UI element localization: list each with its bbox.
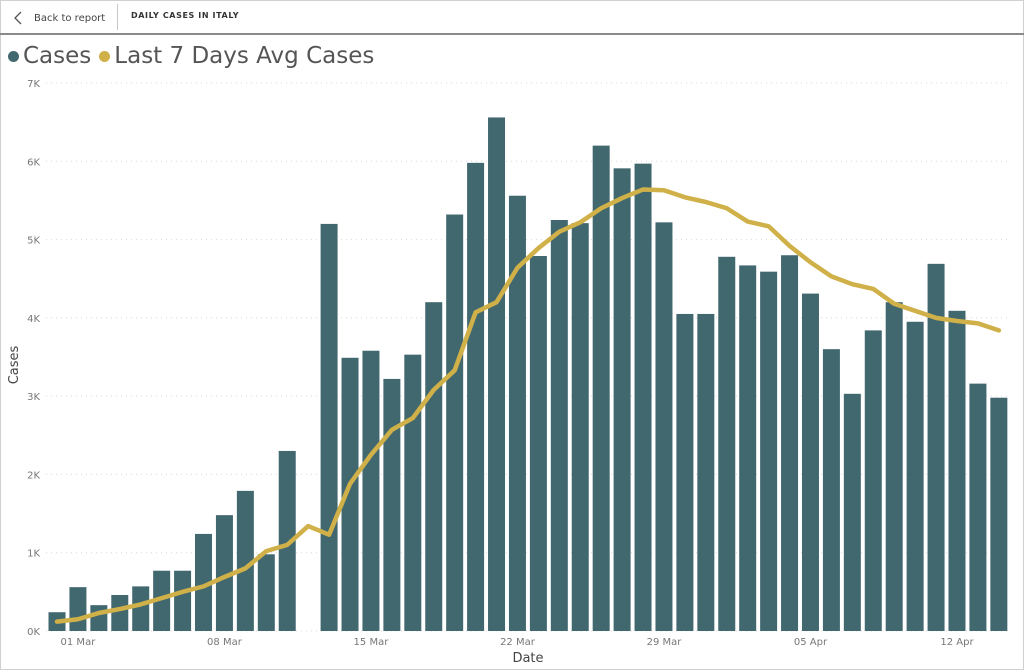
bar-2020-04-01	[718, 256, 736, 631]
x-tick-label: 15 Mar	[354, 637, 390, 648]
y-tick-label: 4K	[27, 314, 40, 325]
bar-2020-03-25	[571, 223, 589, 632]
bar-2020-03-27	[613, 168, 631, 631]
bar-2020-03-20	[467, 162, 485, 631]
x-tick-label: 08 Mar	[207, 637, 243, 648]
bar-2020-03-17	[404, 354, 422, 631]
x-tick-label: 05 Apr	[794, 637, 828, 648]
y-tick-label: 6K	[27, 157, 40, 168]
legend-label-cases: Cases	[23, 43, 92, 69]
bar-2020-03-24	[550, 220, 568, 631]
legend-dot-avg	[99, 50, 111, 62]
bar-2020-04-03	[760, 271, 778, 631]
x-tick-label: 01 Mar	[61, 637, 97, 648]
bar-2020-03-21	[488, 117, 506, 631]
bar-2020-03-28	[634, 163, 652, 632]
x-tick-label: 29 Mar	[647, 637, 683, 648]
legend-dot-cases	[8, 50, 19, 62]
bar-2020-03-15	[362, 350, 380, 631]
bar-2020-03-01	[69, 587, 87, 631]
bar-2020-04-09	[885, 302, 903, 631]
bar-2020-03-22	[508, 195, 526, 631]
bar-2020-04-10	[906, 321, 924, 631]
y-tick-label: 5K	[27, 236, 40, 247]
bar-2020-04-05	[801, 293, 819, 631]
y-tick-label: 7K	[27, 79, 40, 90]
bar-2020-04-08	[864, 330, 882, 631]
bar-2020-04-02	[739, 265, 757, 631]
x-tick-label: 12 Apr	[940, 637, 974, 648]
bar-2020-03-23	[529, 256, 547, 631]
y-tick-label: 3K	[27, 392, 40, 403]
bar-2020-03-16	[383, 378, 401, 631]
back-to-report-button[interactable]: Back to report	[14, 8, 105, 28]
page-title: DAILY CASES IN ITALY	[131, 11, 240, 20]
x-axis-title: Date	[512, 651, 543, 666]
bar-2020-04-06	[822, 349, 840, 631]
bar-2020-03-26	[592, 145, 610, 631]
chart-legend: Cases Last 7 Days Avg Cases	[8, 43, 382, 69]
bar-2020-03-07	[195, 533, 213, 631]
bar-2020-04-04	[781, 255, 799, 631]
bar-2020-03-11	[278, 450, 296, 631]
bar-2020-03-04	[132, 586, 150, 631]
bar-2020-03-18	[425, 302, 443, 631]
bar-2020-03-31	[697, 313, 715, 631]
legend-item-cases[interactable]: Cases	[8, 43, 91, 69]
bar-2020-03-02	[90, 605, 108, 631]
legend-item-avg[interactable]: Last 7 Days Avg Cases	[99, 43, 374, 69]
bar-2020-04-13	[969, 383, 987, 631]
y-axis-title: Cases	[7, 345, 22, 384]
bar-2020-03-13	[320, 223, 338, 631]
bar-2020-04-11	[927, 263, 945, 631]
bar-2020-03-09	[236, 490, 254, 631]
header-bar: Back to report DAILY CASES IN ITALY	[0, 0, 1024, 35]
x-tick-label: 22 Mar	[500, 637, 536, 648]
avg-line	[54, 187, 1002, 624]
y-tick-label: 1K	[27, 549, 40, 560]
bar-2020-03-29	[655, 222, 673, 631]
bar-2020-03-03	[111, 594, 129, 631]
bar-2020-03-10	[257, 554, 275, 631]
bar-2020-03-14	[341, 357, 359, 631]
bar-2020-04-14	[990, 397, 1008, 631]
legend-label-avg: Last 7 Days Avg Cases	[114, 43, 375, 69]
bar-2020-03-19	[446, 214, 464, 631]
bar-2020-03-08	[215, 515, 233, 631]
bar-2020-03-05	[153, 570, 171, 631]
bar-2020-04-12	[948, 310, 966, 631]
chevron-left-icon	[14, 11, 22, 25]
y-tick-label: 2K	[27, 470, 40, 481]
y-tick-label: 0K	[27, 627, 40, 638]
bar-2020-03-30	[676, 313, 694, 631]
bar-2020-03-06	[174, 570, 192, 631]
back-label: Back to report	[34, 12, 106, 24]
bar-2020-04-07	[843, 393, 861, 631]
header-divider	[117, 4, 118, 30]
